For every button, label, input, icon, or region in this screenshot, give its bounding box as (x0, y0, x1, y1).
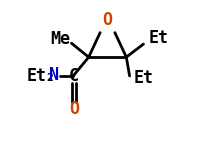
Text: Et: Et (148, 29, 168, 47)
Text: C: C (69, 67, 79, 85)
Text: Me: Me (50, 30, 70, 48)
Text: 2: 2 (46, 73, 53, 83)
Text: Et: Et (26, 67, 46, 85)
Text: N: N (49, 66, 59, 84)
Text: O: O (103, 11, 112, 29)
Text: Et: Et (134, 69, 154, 87)
Text: O: O (69, 100, 79, 118)
